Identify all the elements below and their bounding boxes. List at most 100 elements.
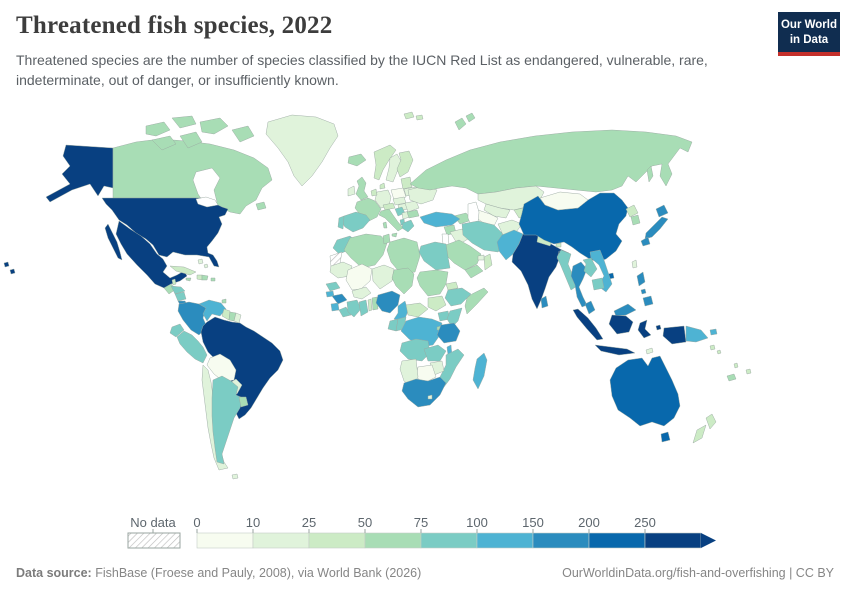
- country-guinea[interactable]: [331, 293, 348, 305]
- country-vietnam[interactable]: [589, 249, 613, 293]
- country-cuba[interactable]: [169, 265, 197, 276]
- country-ireland[interactable]: [347, 185, 356, 197]
- country-canada-island[interactable]: [199, 117, 229, 135]
- country-ecuador[interactable]: [169, 323, 185, 338]
- country-greece[interactable]: [401, 219, 415, 233]
- country-philippines-luzon[interactable]: [636, 271, 646, 287]
- country-turkey[interactable]: [419, 211, 461, 228]
- country-algeria[interactable]: [343, 233, 388, 269]
- country-madagascar[interactable]: [472, 352, 488, 390]
- country-bahamas[interactable]: [197, 258, 204, 265]
- country-novaya-zemlya[interactable]: [454, 117, 467, 131]
- country-indonesia-java[interactable]: [594, 344, 636, 356]
- country-austria[interactable]: [382, 202, 396, 211]
- country-libya[interactable]: [386, 237, 421, 275]
- country-dominican-republic[interactable]: [201, 274, 209, 281]
- country-senegal[interactable]: [325, 281, 341, 292]
- country-philippines-visayas[interactable]: [640, 288, 647, 295]
- country-tasmania[interactable]: [660, 431, 671, 443]
- country-japan-honshu[interactable]: [644, 216, 669, 240]
- country-north-korea[interactable]: [625, 204, 639, 218]
- country-solomon-islands[interactable]: [709, 344, 716, 351]
- country-sardinia[interactable]: [382, 221, 388, 229]
- country-angola[interactable]: [399, 338, 431, 362]
- country-uzbekistan[interactable]: [483, 203, 511, 219]
- country-new-zealand-south[interactable]: [692, 424, 707, 444]
- country-newfoundland[interactable]: [255, 201, 267, 211]
- country-canada-island[interactable]: [179, 131, 203, 149]
- country-mali[interactable]: [345, 263, 373, 291]
- country-new-britain[interactable]: [709, 328, 718, 336]
- country-belize[interactable]: [171, 278, 177, 286]
- country-alaska[interactable]: [45, 144, 114, 203]
- country-hawaii[interactable]: [9, 268, 16, 275]
- country-sri-lanka[interactable]: [540, 295, 549, 309]
- country-sudan[interactable]: [416, 269, 449, 297]
- country-benelux[interactable]: [370, 188, 378, 197]
- country-portugal[interactable]: [337, 215, 345, 230]
- country-philippines-mindanao[interactable]: [642, 295, 654, 307]
- country-sicily[interactable]: [391, 232, 398, 238]
- country-indonesia-sulawesi[interactable]: [637, 319, 652, 339]
- legend-bin-100-150[interactable]: [476, 532, 534, 549]
- country-lesotho[interactable]: [427, 394, 433, 400]
- country-tanzania[interactable]: [436, 322, 461, 344]
- country-uruguay[interactable]: [238, 396, 249, 408]
- country-cote-divoire[interactable]: [346, 299, 362, 318]
- country-new-caledonia[interactable]: [726, 373, 737, 382]
- country-hawaii[interactable]: [3, 261, 10, 268]
- country-norway[interactable]: [373, 144, 397, 181]
- country-nigeria[interactable]: [375, 290, 401, 314]
- country-togo[interactable]: [367, 298, 373, 312]
- country-italy[interactable]: [378, 208, 404, 232]
- country-south-sudan[interactable]: [427, 295, 447, 312]
- country-japan-hokkaido[interactable]: [655, 204, 669, 218]
- legend-bin-75-100[interactable]: [420, 532, 478, 549]
- country-sweden[interactable]: [385, 153, 402, 183]
- legend-bin-0-10[interactable]: [196, 532, 254, 549]
- country-south-africa[interactable]: [401, 376, 447, 408]
- country-taiwan[interactable]: [631, 259, 638, 269]
- country-novaya-zemlya[interactable]: [465, 112, 476, 123]
- country-baltic-states[interactable]: [400, 176, 413, 190]
- country-svalbard[interactable]: [403, 111, 415, 120]
- country-svalbard[interactable]: [415, 114, 424, 121]
- country-japan-kyushu[interactable]: [640, 236, 651, 247]
- country-new-zealand-north[interactable]: [705, 413, 717, 430]
- country-indonesia-west-papua[interactable]: [662, 325, 687, 345]
- legend-bin-150-200[interactable]: [532, 532, 590, 549]
- country-uae[interactable]: [477, 254, 485, 261]
- country-canada-island[interactable]: [151, 135, 177, 151]
- country-bulgaria[interactable]: [406, 209, 420, 219]
- country-canada-island[interactable]: [231, 125, 255, 143]
- country-iceland[interactable]: [347, 153, 367, 167]
- country-egypt[interactable]: [418, 241, 451, 271]
- legend-bin-10-25[interactable]: [252, 532, 310, 549]
- country-eritrea[interactable]: [445, 281, 459, 291]
- country-mexico-baja[interactable]: [104, 223, 123, 261]
- country-romania[interactable]: [404, 200, 420, 213]
- country-denmark[interactable]: [379, 182, 386, 190]
- country-burkina-faso[interactable]: [351, 286, 372, 300]
- country-mozambique[interactable]: [439, 348, 465, 388]
- country-papua-new-guinea[interactable]: [685, 325, 709, 343]
- country-bahamas[interactable]: [203, 263, 209, 269]
- country-yemen[interactable]: [464, 264, 484, 279]
- country-solomon-islands[interactable]: [716, 349, 722, 355]
- country-central-african-republic[interactable]: [405, 302, 429, 318]
- country-vanuatu[interactable]: [733, 362, 739, 369]
- country-fiji[interactable]: [745, 368, 752, 375]
- country-timor-leste[interactable]: [645, 347, 654, 355]
- country-dr-congo[interactable]: [400, 316, 443, 348]
- country-nicaragua[interactable]: [174, 291, 187, 302]
- country-argentina[interactable]: [211, 375, 244, 465]
- legend-no-data-swatch[interactable]: [127, 532, 181, 549]
- country-malaysia-borneo[interactable]: [613, 303, 637, 317]
- country-venezuela[interactable]: [198, 299, 227, 322]
- country-bhutan[interactable]: [555, 242, 562, 248]
- country-indonesia-kalimantan[interactable]: [608, 314, 634, 335]
- country-south-korea[interactable]: [630, 214, 641, 226]
- legend-bin-50-75[interactable]: [364, 532, 422, 549]
- country-niger[interactable]: [371, 264, 395, 290]
- country-sakhalin[interactable]: [646, 165, 654, 183]
